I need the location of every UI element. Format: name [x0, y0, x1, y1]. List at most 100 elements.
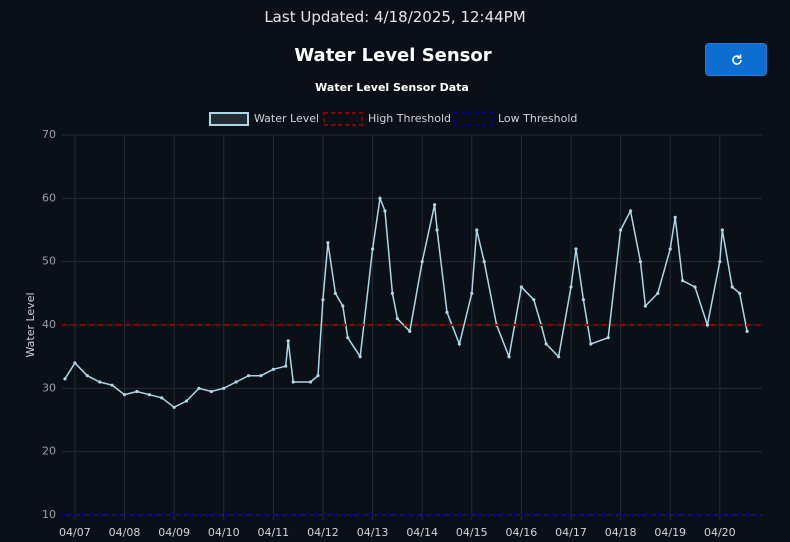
data-point [110, 383, 114, 387]
data-point [643, 304, 648, 308]
data-point [628, 209, 633, 213]
data-point [341, 304, 345, 308]
data-point [370, 247, 375, 251]
data-point [638, 260, 643, 264]
data-point [681, 279, 685, 283]
y-tick-label: 40 [42, 318, 56, 331]
data-point [718, 260, 722, 264]
data-point [556, 355, 561, 359]
data-point [432, 203, 437, 207]
x-tick-label: 04/14 [406, 526, 438, 539]
data-point [259, 374, 263, 378]
data-point [519, 285, 523, 289]
data-point [668, 247, 672, 251]
data-point [606, 336, 610, 340]
x-tick-label: 04/12 [307, 526, 339, 539]
data-point [308, 380, 313, 384]
data-point [172, 405, 176, 409]
data-point [673, 215, 677, 219]
data-point [286, 339, 290, 343]
data-point [346, 336, 350, 340]
x-tick-label: 04/17 [555, 526, 587, 539]
data-point [135, 389, 139, 394]
last-updated: Last Updated: 4/18/2025, 12:44PM [264, 8, 526, 26]
data-point [745, 329, 749, 333]
x-tick-label: 04/10 [208, 526, 240, 539]
x-tick-label: 04/13 [357, 526, 389, 539]
data-point [184, 399, 189, 403]
data-point [656, 291, 660, 295]
data-point [209, 389, 213, 394]
y-tick-label: 30 [42, 381, 56, 394]
data-point [63, 377, 67, 381]
data-point [73, 361, 77, 365]
legend-swatch [209, 112, 249, 126]
data-point [532, 298, 536, 302]
data-point [390, 291, 395, 295]
data-point [581, 298, 586, 302]
data-point [284, 364, 288, 368]
refresh-icon [732, 54, 742, 65]
data-point [730, 285, 734, 289]
data-point [408, 329, 412, 333]
y-tick-label: 50 [42, 255, 56, 268]
data-point [457, 342, 461, 346]
data-point [738, 291, 742, 295]
chart-title: Water Level Sensor Data [315, 81, 469, 94]
legend-label: Low Threshold [498, 112, 577, 125]
data-point [98, 380, 102, 384]
data-point [470, 291, 474, 295]
y-tick-label: 10 [42, 508, 56, 521]
data-point [544, 342, 548, 346]
legend-label: High Threshold [368, 112, 451, 125]
data-point [383, 209, 387, 213]
data-point [197, 386, 201, 390]
x-tick-label: 04/07 [59, 526, 91, 539]
x-tick-label: 04/18 [605, 526, 637, 539]
x-tick-label: 04/20 [704, 526, 736, 539]
data-point [720, 228, 724, 232]
data-point [160, 396, 164, 400]
x-tick-label: 04/19 [654, 526, 686, 539]
data-point [589, 342, 593, 346]
data-point [705, 323, 710, 327]
data-point [475, 228, 479, 232]
data-point [85, 374, 89, 378]
refresh-button[interactable] [705, 43, 767, 76]
data-point [619, 228, 623, 232]
legend-swatch [323, 112, 363, 126]
x-tick-label: 04/09 [158, 526, 190, 539]
legend-swatch [453, 112, 493, 126]
data-point [246, 374, 251, 378]
data-point [147, 393, 151, 397]
data-point [445, 310, 449, 314]
data-point [395, 317, 399, 321]
data-point [222, 386, 226, 390]
x-tick-label: 04/15 [456, 526, 488, 539]
data-point [569, 285, 573, 289]
data-point [316, 374, 320, 378]
data-point [435, 228, 439, 232]
y-tick-label: 60 [42, 191, 56, 204]
data-point [321, 298, 325, 302]
data-point [482, 260, 486, 264]
x-tick-label: 04/16 [506, 526, 538, 539]
data-point [122, 393, 127, 397]
x-tick-label: 04/08 [109, 526, 141, 539]
data-point [358, 355, 362, 359]
data-point [291, 380, 295, 384]
y-tick-label: 70 [42, 128, 56, 141]
data-point [693, 285, 697, 289]
legend-label: Water Level [254, 112, 319, 125]
x-tick-label: 04/11 [257, 526, 289, 539]
y-tick-label: 20 [42, 445, 56, 458]
data-point [507, 355, 511, 359]
data-point [234, 380, 238, 384]
data-point [420, 260, 424, 264]
data-point [378, 196, 382, 200]
y-axis-label: Water Level [24, 292, 37, 357]
data-point [574, 247, 578, 251]
data-point [326, 241, 330, 245]
